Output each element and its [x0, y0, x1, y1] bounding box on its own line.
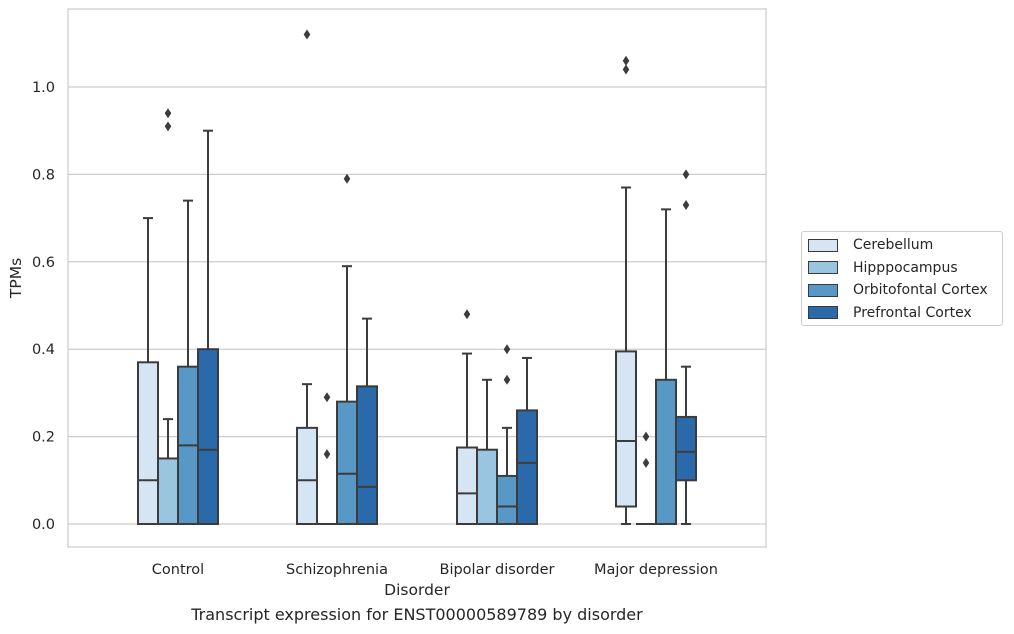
- box-body: [496, 474, 518, 525]
- box-orbitofontal-cortex-2: [496, 344, 518, 525]
- outlier-point: [164, 108, 172, 119]
- outlier-point: [622, 55, 630, 66]
- y-tick-label: 0.8: [32, 167, 55, 183]
- y-axis-ticks: 0.0 0.2 0.4 0.6 0.8 1.0: [32, 80, 55, 533]
- box-hipppocampus-1: [317, 392, 337, 525]
- legend-item: Cerebellum: [808, 235, 933, 255]
- legend-swatch: [808, 261, 838, 274]
- outlier-point: [642, 457, 650, 468]
- box-hipppocampus-3: [636, 431, 656, 525]
- outlier-point: [323, 392, 331, 403]
- x-tick-label: Schizophrenia: [286, 562, 388, 578]
- box-orbitofontal-cortex-0: [177, 199, 199, 525]
- y-tick-label: 0.4: [32, 342, 55, 358]
- box-cerebellum-1: [296, 29, 318, 525]
- y-tick-label: 0.6: [32, 255, 55, 271]
- outlier-point: [682, 169, 690, 180]
- outlier-point: [642, 431, 650, 442]
- legend: Cerebellum Hipppocampus Orbitofontal Corte…: [801, 231, 1003, 326]
- box-cerebellum-2: [456, 309, 478, 525]
- box-hipppocampus-2: [476, 378, 498, 525]
- box-body: [675, 415, 697, 482]
- legend-label: Cerebellum: [853, 237, 934, 253]
- legend-label: Prefrontal Cortex: [853, 304, 972, 321]
- outlier-point: [503, 344, 511, 355]
- outlier-point: [343, 173, 351, 184]
- box-orbitofontal-cortex-3: [655, 208, 677, 526]
- outlier-point: [463, 309, 471, 320]
- box-body: [157, 457, 179, 526]
- box-body: [356, 385, 378, 525]
- box-prefrontal-cortex-3: [675, 169, 697, 525]
- outlier-point: [323, 449, 331, 460]
- legend-label: Orbitofontal Cortex: [853, 282, 988, 298]
- box-prefrontal-cortex-1: [356, 317, 378, 525]
- y-axis-label: TPMs: [7, 258, 25, 299]
- outlier-point: [303, 29, 311, 40]
- box-body: [615, 350, 637, 508]
- box-hipppocampus-0: [157, 108, 179, 526]
- box-body: [655, 378, 677, 526]
- x-axis-ticks: Control Schizophrenia Bipolar disorder Majo…: [152, 562, 718, 578]
- box-orbitofontal-cortex-1: [336, 173, 358, 526]
- box-prefrontal-cortex-0: [197, 129, 219, 526]
- box-marks: [137, 29, 697, 526]
- legend-swatch: [808, 283, 838, 297]
- x-tick-label: Bipolar disorder: [440, 562, 555, 578]
- legend-label: Hipppocampus: [853, 259, 958, 276]
- box-body: [197, 348, 219, 526]
- box-prefrontal-cortex-2: [516, 356, 538, 526]
- x-tick-label: Major depression: [594, 562, 718, 578]
- outlier-point: [682, 199, 690, 210]
- legend-item: Prefrontal Cortex: [808, 303, 972, 323]
- legend-item: Hipppocampus: [808, 258, 958, 278]
- legend-swatch: [808, 306, 838, 319]
- y-tick-label: 0.2: [32, 430, 55, 446]
- box-body: [296, 426, 318, 525]
- box-body: [137, 361, 159, 525]
- plot-area-frame: [67, 8, 767, 548]
- outlier-point: [164, 121, 172, 132]
- legend-item: Orbitofontal Cortex: [808, 280, 988, 300]
- x-axis-label: Disorder: [384, 581, 450, 599]
- y-tick-label: 1.0: [32, 80, 55, 96]
- box-body: [476, 448, 498, 525]
- y-tick-label: 0.0: [32, 517, 55, 533]
- figure-caption: Transcript expression for ENST0000058978…: [191, 605, 643, 624]
- box-body: [456, 446, 478, 525]
- box-cerebellum-3: [615, 55, 637, 525]
- x-tick-label: Control: [152, 562, 204, 578]
- legend-swatch: [808, 238, 838, 252]
- outlier-point: [622, 64, 630, 75]
- box-body: [516, 409, 538, 526]
- outlier-point: [503, 374, 511, 385]
- box-body: [336, 400, 358, 526]
- box-cerebellum-0: [137, 217, 159, 525]
